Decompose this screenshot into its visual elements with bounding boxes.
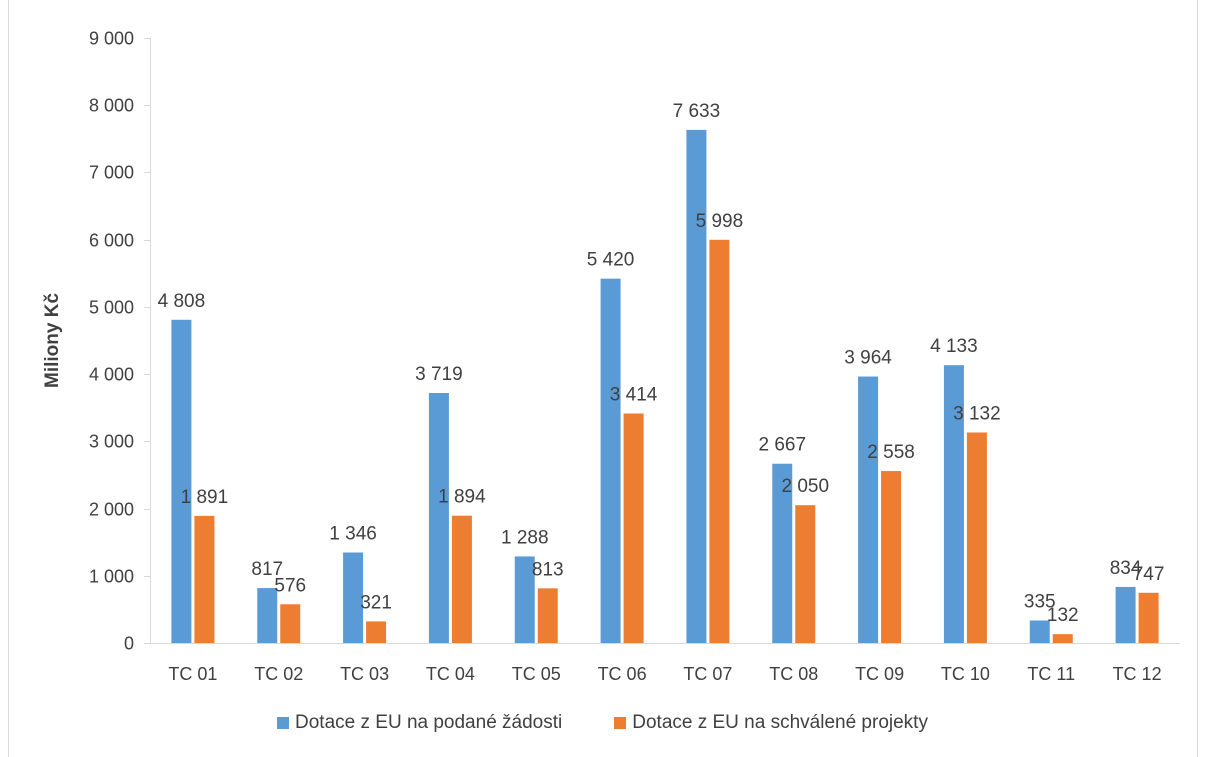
data-label-series-2: 747: [1133, 564, 1165, 585]
bar-series-2: [1052, 634, 1073, 643]
legend-label-series-1: Dotace z EU na podané žádosti: [295, 712, 563, 733]
x-tick-label: TC 04: [426, 664, 475, 684]
bar-series-1: [428, 393, 449, 643]
bar-series-1: [514, 556, 535, 643]
legend-item-series-1: Dotace z EU na podané žádosti: [277, 712, 562, 734]
y-tick-label: 6 000: [89, 231, 134, 251]
data-label-series-1: 7 633: [673, 101, 721, 122]
y-tick-label: 3 000: [89, 432, 134, 452]
x-tick-label: TC 06: [598, 664, 647, 684]
x-tick-label: TC 08: [769, 664, 818, 684]
y-tick-label: 1 000: [89, 567, 134, 587]
data-label-series-2: 2 558: [867, 442, 915, 463]
x-tick-label: TC 09: [855, 664, 904, 684]
x-tick-label: TC 07: [683, 664, 732, 684]
data-label-series-1: 1 346: [329, 524, 377, 545]
bar-series-1: [858, 376, 879, 643]
bar-series-2: [280, 604, 301, 643]
x-tick-label: TC 03: [340, 664, 389, 684]
x-tick-label: TC 12: [1113, 664, 1162, 684]
data-label-series-2: 1 894: [438, 487, 486, 508]
data-label-series-2: 1 891: [181, 487, 229, 508]
y-axis-label: Miliony Kč: [42, 293, 63, 388]
bar-series-1: [943, 365, 964, 643]
data-label-series-2: 813: [532, 559, 564, 580]
data-label-series-1: 817: [251, 559, 283, 580]
data-label-series-2: 2 050: [781, 476, 829, 497]
data-label-series-1: 4 133: [930, 336, 978, 357]
y-tick-label: 8 000: [89, 96, 134, 116]
data-label-series-2: 3 414: [610, 385, 658, 406]
bar-series-1: [1029, 620, 1050, 643]
legend-swatch-series-2: [614, 717, 627, 729]
chart-legend: Dotace z EU na podané žádosti Dotace z E…: [0, 708, 1205, 738]
bar-series-2: [366, 621, 387, 643]
data-label-series-1: 4 808: [158, 291, 206, 312]
data-label-series-2: 132: [1047, 605, 1079, 626]
y-tick-label: 2 000: [89, 500, 134, 520]
bar-series-2: [881, 471, 902, 643]
x-tick-label: TC 01: [168, 664, 217, 684]
y-tick-label: 7 000: [89, 163, 134, 183]
bar-series-1: [1115, 586, 1136, 643]
legend-item-series-2: Dotace z EU na schválené projekty: [614, 712, 928, 734]
data-label-series-1: 834: [1110, 558, 1142, 579]
bar-series-2: [709, 239, 730, 643]
data-label-series-2: 5 998: [696, 211, 744, 232]
data-label-series-1: 3 964: [844, 348, 892, 369]
bar-series-1: [686, 129, 707, 644]
bar-series-1: [257, 588, 278, 643]
y-tick-label: 5 000: [89, 298, 134, 318]
bar-series-2: [194, 515, 215, 643]
bar-series-2: [966, 432, 987, 643]
x-tick-label: TC 05: [512, 664, 561, 684]
bar-series-1: [772, 463, 793, 643]
bar-series-1: [343, 552, 364, 643]
bar-series-2: [1138, 592, 1159, 643]
data-label-series-1: 5 420: [587, 250, 635, 271]
x-tick-label: TC 10: [941, 664, 990, 684]
y-tick-label: 0: [124, 634, 134, 654]
bar-series-2: [451, 515, 472, 643]
data-label-series-1: 1 288: [501, 527, 549, 548]
bar-series-2: [623, 413, 644, 643]
legend-label-series-2: Dotace z EU na schválené projekty: [632, 712, 928, 733]
y-tick-label: 9 000: [89, 29, 134, 49]
bar-series-1: [171, 319, 192, 643]
x-tick-label: TC 02: [254, 664, 303, 684]
y-tick-label: 4 000: [89, 365, 134, 385]
data-label-series-2: 321: [360, 592, 392, 613]
data-label-series-1: 2 667: [758, 435, 806, 456]
bar-series-1: [600, 278, 621, 643]
bar-series-2: [537, 588, 558, 643]
legend-swatch-series-1: [277, 717, 290, 729]
data-label-series-1: 335: [1024, 591, 1056, 612]
data-label-series-2: 576: [274, 575, 306, 596]
data-label-series-2: 3 132: [953, 403, 1001, 424]
data-label-series-1: 3 719: [415, 364, 463, 385]
x-tick-label: TC 11: [1027, 664, 1075, 684]
bar-series-2: [795, 505, 816, 643]
